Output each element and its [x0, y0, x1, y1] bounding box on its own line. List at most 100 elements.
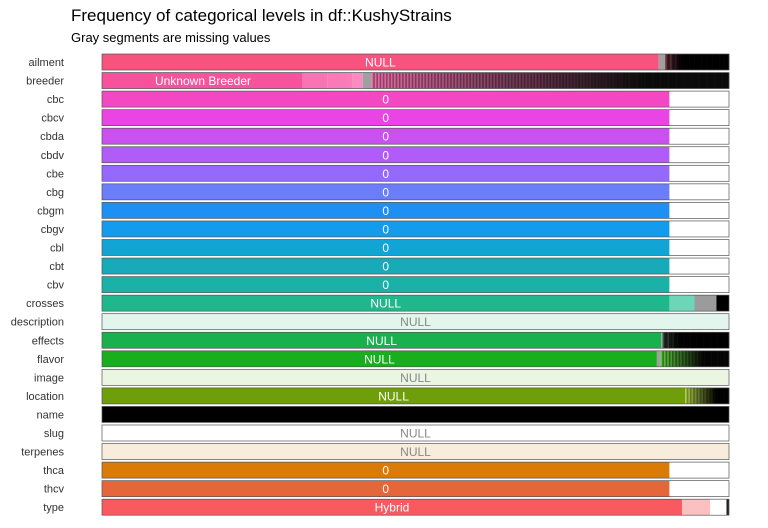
bar-segment — [694, 350, 697, 367]
bar-segment — [714, 387, 717, 404]
bar-outline — [101, 313, 730, 331]
bar-segment — [629, 72, 632, 89]
bar-segment — [707, 387, 710, 404]
bar-segment — [719, 350, 722, 367]
bar-segment — [708, 72, 711, 89]
bar-segment — [669, 72, 672, 89]
bar-label: NULL — [365, 56, 396, 70]
bar-segment — [658, 54, 666, 70]
bar-segment — [714, 72, 717, 89]
bar-segment — [717, 72, 720, 89]
bar-segment — [698, 350, 701, 367]
row-label: cbdv — [41, 150, 65, 162]
bar-outline — [101, 387, 730, 405]
bar-segment — [656, 72, 659, 89]
bar-segment — [669, 295, 695, 312]
bar-segment — [717, 54, 720, 70]
bar-segment — [672, 332, 675, 349]
bar-outline — [101, 294, 730, 312]
bar-segment — [605, 72, 608, 89]
bar-segment — [587, 72, 590, 89]
bar-segment — [672, 350, 674, 367]
bar-segment — [563, 72, 566, 89]
row-label: breeder — [26, 76, 64, 88]
bar-segment — [676, 350, 679, 367]
bar-segment — [102, 425, 729, 441]
bar-label: NULL — [378, 389, 409, 403]
row-label: location — [26, 391, 64, 403]
bar-segment — [669, 258, 729, 275]
bar-outline — [101, 127, 730, 145]
bar-segment — [697, 54, 700, 70]
bar-segment — [662, 332, 665, 349]
bar-segment — [727, 350, 730, 367]
bar-outline — [101, 146, 730, 164]
bar-segment — [683, 54, 686, 70]
bar-segment — [724, 332, 727, 349]
row-crosses: crosses NULL — [26, 294, 730, 312]
bar-segment — [687, 72, 690, 89]
bar-segment — [660, 72, 662, 89]
row-thca: thca 0 — [43, 461, 730, 479]
bar-segment — [692, 54, 695, 70]
bar-segment — [512, 72, 515, 89]
bar-segment — [589, 72, 592, 89]
bar-outline — [101, 331, 730, 349]
bar-segment — [645, 72, 648, 89]
bar-segment — [394, 72, 396, 89]
bar-segment — [102, 295, 670, 312]
bar-segment — [689, 387, 692, 404]
bar-segment — [416, 72, 419, 89]
bar-segment — [688, 387, 691, 404]
bar-segment — [445, 72, 448, 89]
bar-segment — [397, 72, 400, 89]
bar-outline — [101, 90, 730, 108]
bar-segment — [102, 387, 686, 404]
bar-segment — [700, 72, 703, 89]
bar-segment — [528, 72, 531, 89]
bar-segment — [485, 72, 488, 89]
bar-segment — [677, 332, 680, 349]
bar-segment — [669, 239, 729, 256]
bar-segment — [701, 54, 704, 70]
bar-segment — [639, 72, 642, 89]
bar-segment — [602, 72, 605, 89]
bar-segment — [382, 72, 385, 89]
bar-segment — [467, 72, 470, 89]
bar-segment — [102, 480, 670, 497]
bar-segment — [612, 72, 614, 89]
bar-segment — [711, 72, 714, 89]
bar-segment — [685, 387, 688, 404]
bar-segment — [727, 387, 730, 404]
row-label: thcv — [44, 484, 65, 496]
bar-segment — [682, 72, 685, 89]
bar-segment — [712, 350, 715, 367]
bar-segment — [725, 350, 728, 367]
bar-segment — [694, 54, 697, 70]
bar-outline — [101, 369, 730, 386]
bar-segment — [511, 72, 513, 89]
bar-outline — [101, 109, 730, 127]
bar-segment — [608, 72, 611, 89]
bar-segment — [421, 72, 424, 89]
bar-segment — [670, 350, 673, 367]
bar-segment — [706, 332, 709, 349]
bar-segment — [434, 72, 437, 89]
bar-segment — [660, 350, 663, 367]
bar-label: 0 — [382, 93, 389, 107]
bar-segment — [678, 332, 681, 349]
bar-segment — [520, 72, 523, 89]
bar-segment — [427, 72, 430, 89]
bar-outline — [101, 443, 730, 460]
bar-segment — [661, 72, 664, 89]
bar-segment — [726, 499, 729, 516]
bar-segment — [102, 109, 670, 126]
bar-segment — [408, 72, 411, 89]
row-image: image NULL — [34, 369, 730, 386]
bar-segment — [478, 72, 481, 89]
bar-segment — [662, 350, 665, 367]
bar-segment — [102, 128, 670, 145]
bar-segment — [680, 332, 683, 349]
bar-segment — [717, 387, 720, 404]
bar-segment — [371, 72, 374, 89]
